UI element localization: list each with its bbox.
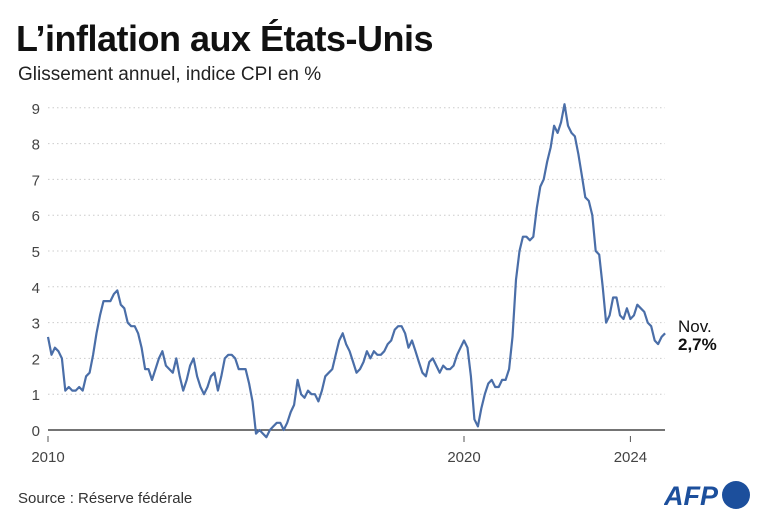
annotation-label: Nov. bbox=[678, 317, 712, 336]
y-tick-label: 4 bbox=[32, 280, 40, 297]
annotation-value: 2,7% bbox=[678, 335, 717, 354]
y-tick-label: 6 bbox=[32, 208, 40, 225]
y-tick-label: 8 bbox=[32, 137, 40, 154]
x-tick-label: 2024 bbox=[614, 449, 647, 466]
x-tick-label: 2010 bbox=[31, 449, 64, 466]
y-tick-label: 1 bbox=[32, 387, 40, 404]
y-tick-label: 7 bbox=[32, 172, 40, 189]
x-tick-label: 2020 bbox=[447, 449, 480, 466]
svg-text:AFP: AFP bbox=[664, 481, 719, 511]
y-tick-label: 2 bbox=[32, 351, 40, 368]
chart-title: L’inflation aux États-Unis bbox=[16, 18, 434, 59]
cpi-series-line bbox=[46, 103, 666, 439]
afp-logo: AFP bbox=[664, 481, 750, 511]
line-chart: 0 1 2 3 4 5 6 7 8 9 2010 2020 2024 Nov. 2,7% bbox=[31, 101, 717, 466]
chart-subtitle: Glissement annuel, indice CPI en % bbox=[18, 64, 322, 85]
y-tick-label: 9 bbox=[32, 101, 40, 118]
y-tick-label: 3 bbox=[32, 316, 40, 333]
y-tick-label: 0 bbox=[32, 423, 40, 440]
y-tick-label: 5 bbox=[32, 244, 40, 261]
source-note: Source : Réserve fédérale bbox=[18, 490, 193, 507]
